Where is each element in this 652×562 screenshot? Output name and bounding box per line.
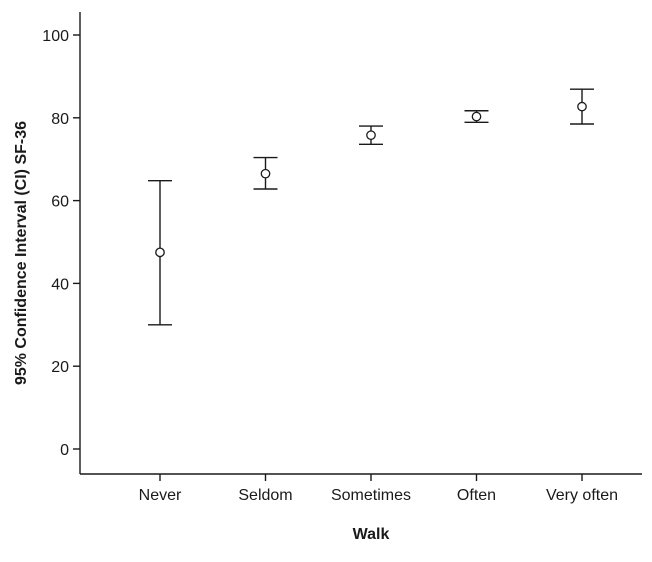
x-tick-label: Seldom <box>238 487 292 504</box>
y-tick-label: 60 <box>51 194 69 211</box>
y-tick-label: 0 <box>60 442 69 459</box>
plot-area <box>148 88 594 326</box>
y-tick-label: 40 <box>51 276 69 293</box>
error-bar-group <box>359 125 383 145</box>
x-tick-label: Sometimes <box>331 487 411 504</box>
error-bar-group <box>148 180 172 326</box>
x-tick-label: Often <box>457 487 496 504</box>
x-tick-label: Very often <box>546 487 618 504</box>
x-ticks: Never Seldom Sometimes Often Very often <box>139 474 618 504</box>
y-ticks: 0 20 40 60 80 100 <box>42 28 80 459</box>
x-axis-title: Walk <box>353 526 390 543</box>
mean-point <box>471 111 482 122</box>
y-tick-label: 100 <box>42 28 69 45</box>
mean-point <box>260 168 271 179</box>
y-axis: 0 20 40 60 80 100 <box>42 12 81 474</box>
mean-point <box>366 130 376 141</box>
y-tick-label: 80 <box>51 111 69 128</box>
error-bar-group <box>464 110 489 124</box>
mean-point <box>155 247 165 258</box>
mean-point <box>577 101 587 112</box>
y-tick-label: 20 <box>51 359 69 376</box>
y-axis-title: 95% Confidence Interval (CI) SF-36 <box>13 121 30 385</box>
x-tick-label: Never <box>139 487 182 504</box>
error-bar-group <box>253 156 278 190</box>
error-bar-group <box>570 88 594 125</box>
x-axis: Never Seldom Sometimes Often Very often <box>80 473 642 504</box>
